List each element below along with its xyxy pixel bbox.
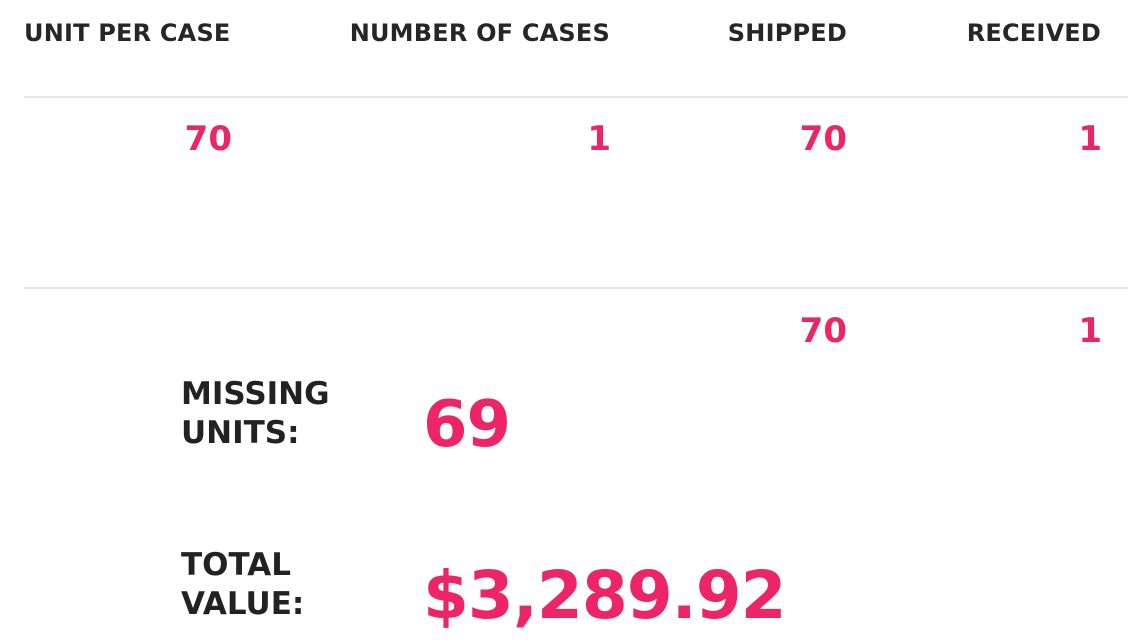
total-value-amount: $3,289.92 — [423, 557, 787, 634]
header-number-of-cases: NUMBER OF CASES — [349, 19, 610, 47]
header-unit-per-case: UNIT PER CASE — [24, 19, 231, 47]
header-received: RECEIVED — [966, 19, 1101, 47]
missing-units-label-line2: UNITS: — [181, 415, 300, 451]
total-value-label-line2: VALUE: — [181, 586, 305, 622]
totals-divider — [24, 287, 1128, 289]
row-shipped: 70 — [799, 119, 847, 159]
header-divider — [24, 96, 1128, 98]
total-value-label: TOTAL VALUE: — [181, 546, 304, 624]
missing-units-label: MISSING UNITS: — [181, 375, 330, 453]
total-received: 1 — [1078, 311, 1102, 351]
total-shipped: 70 — [799, 311, 847, 351]
row-received: 1 — [1078, 119, 1102, 159]
header-shipped: SHIPPED — [727, 19, 847, 47]
missing-units-label-line1: MISSING — [181, 376, 330, 412]
total-value-label-line1: TOTAL — [181, 547, 291, 583]
missing-units-value: 69 — [423, 388, 511, 462]
row-number-of-cases: 1 — [587, 119, 611, 159]
row-unit-per-case: 70 — [184, 119, 232, 159]
